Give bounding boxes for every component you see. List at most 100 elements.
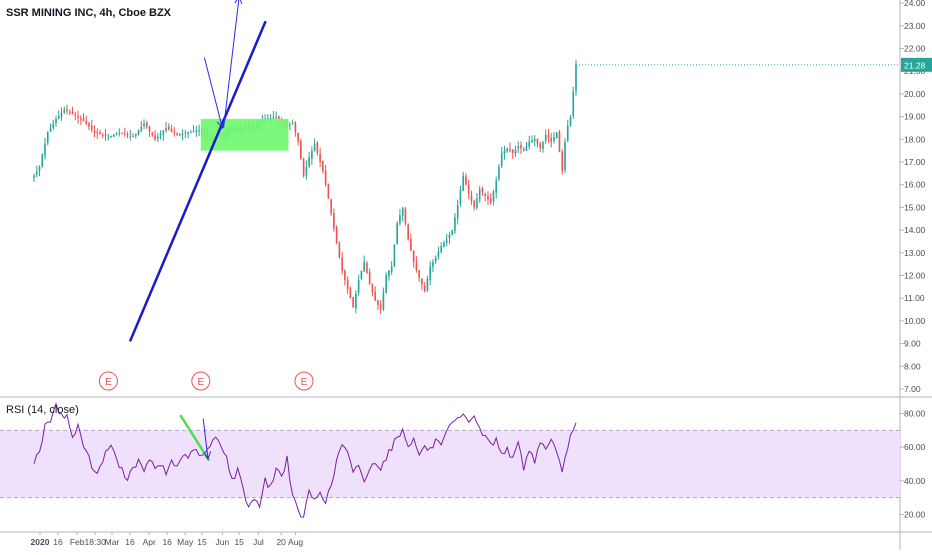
arrow-down-head	[216, 120, 225, 130]
candle-body	[302, 158, 305, 176]
candle-body	[57, 115, 60, 119]
y-tick-label: 17.00	[904, 157, 926, 167]
candle-body	[478, 189, 481, 200]
candle-body	[272, 117, 275, 119]
candle-body	[44, 143, 46, 156]
x-tick-label: 2020	[31, 537, 50, 547]
candle-body	[319, 153, 321, 162]
rsi-arrow-head	[203, 451, 212, 461]
candle-body	[143, 123, 145, 127]
candle-body	[71, 111, 74, 115]
candle-body	[388, 270, 390, 277]
candle-body	[399, 215, 401, 224]
candle-body	[170, 128, 173, 132]
candle-body	[503, 150, 506, 154]
candle-body	[159, 133, 162, 136]
arrow-down	[203, 57, 223, 129]
candle-body	[82, 118, 85, 122]
candle-body	[41, 155, 44, 167]
candle-body	[382, 292, 385, 310]
x-tick-label: 16	[53, 537, 63, 547]
candle-body	[121, 132, 123, 134]
candle-body	[77, 116, 79, 118]
earnings-label: E	[301, 377, 308, 388]
x-tick-label: 15	[197, 537, 207, 547]
candle-body	[63, 109, 66, 113]
candle-body	[126, 134, 129, 136]
candle-body	[294, 122, 297, 133]
candle-body	[338, 243, 341, 258]
candle-body	[60, 112, 63, 118]
candle-body	[487, 195, 489, 200]
candle-body	[454, 217, 456, 231]
candle-body	[437, 251, 440, 258]
rsi-band	[0, 430, 900, 498]
y-tick-label: 24.00	[904, 0, 926, 8]
candle-body	[511, 149, 514, 153]
candle-body	[99, 132, 101, 135]
candle-body	[74, 114, 77, 117]
candle-body	[470, 194, 473, 201]
y-tick-label: 9.00	[904, 339, 921, 349]
candle-body	[489, 198, 492, 203]
candle-body	[107, 137, 110, 139]
candle-body	[429, 266, 432, 281]
candle-body	[181, 133, 184, 136]
candle-body	[517, 146, 520, 149]
candle-body	[533, 139, 536, 142]
candle-body	[335, 227, 338, 244]
y-tick-label: 7.00	[904, 384, 921, 394]
candle-body	[421, 278, 423, 285]
candle-body	[192, 131, 195, 133]
x-tick-label: Jul	[253, 537, 264, 547]
candle-body	[418, 270, 421, 278]
candle-body	[379, 304, 382, 310]
candle-body	[423, 285, 426, 292]
x-tick-label: 15	[234, 537, 244, 547]
last-price-label: 21.28	[904, 60, 926, 70]
candle-body	[360, 270, 363, 279]
candle-body	[412, 250, 415, 262]
candle-body	[445, 239, 448, 243]
y-tick-label: 16.00	[904, 180, 926, 190]
candle-body	[90, 125, 93, 130]
candle-body	[305, 166, 308, 177]
earnings-label: E	[105, 377, 112, 388]
candle-body	[79, 118, 82, 120]
candle-body	[467, 184, 470, 194]
candle-body	[189, 131, 192, 133]
x-tick-label: May	[177, 537, 194, 547]
candle-body	[85, 120, 88, 124]
candle-body	[275, 116, 277, 118]
candle-body	[176, 133, 178, 135]
candle-body	[462, 175, 465, 191]
x-tick-label: 16	[125, 537, 135, 547]
candle-body	[410, 239, 412, 251]
candle-body	[184, 132, 187, 134]
candle-body	[459, 190, 462, 204]
candle-body	[93, 130, 96, 133]
candle-body	[324, 170, 327, 185]
candle-body	[352, 297, 354, 308]
candle-body	[525, 146, 528, 151]
candle-body	[495, 180, 498, 193]
candle-body	[374, 291, 376, 301]
candle-body	[187, 132, 189, 134]
candle-body	[448, 234, 451, 239]
candle-body	[531, 140, 533, 143]
candle-body	[377, 300, 379, 306]
candle-body	[156, 136, 159, 139]
candle-body	[162, 130, 165, 135]
candle-body	[327, 183, 330, 199]
candle-body	[291, 123, 294, 125]
candle-body	[33, 175, 35, 178]
candle-body	[35, 171, 38, 175]
candle-body	[363, 261, 365, 272]
candle-body	[123, 133, 126, 135]
candle-body	[443, 242, 445, 248]
candle-body	[536, 138, 539, 144]
candle-body	[432, 261, 434, 268]
candle-body	[550, 137, 553, 142]
candle-body	[134, 133, 137, 136]
